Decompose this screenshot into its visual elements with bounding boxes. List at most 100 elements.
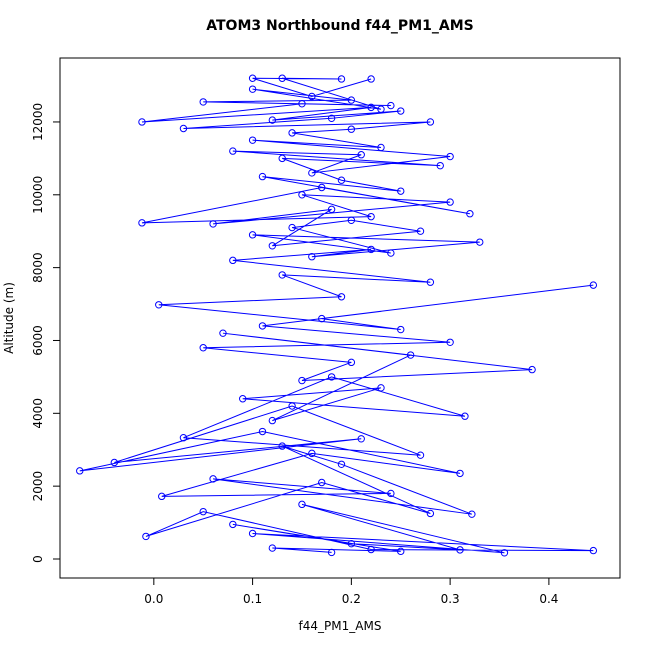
- data-point: [258, 172, 267, 181]
- data-point: [308, 169, 316, 177]
- data-point: [268, 116, 277, 124]
- data-point: [589, 546, 598, 555]
- data-point: [229, 256, 237, 265]
- y-tick-label: 8000: [31, 252, 45, 283]
- y-tick-label: 0: [31, 555, 45, 563]
- data-point: [308, 449, 316, 458]
- y-tick-label: 10000: [31, 176, 45, 214]
- data-point: [426, 278, 435, 286]
- data-point: [406, 351, 415, 359]
- data-point: [387, 249, 395, 257]
- data-point: [446, 152, 454, 161]
- data-point: [367, 103, 375, 112]
- data-point: [298, 500, 306, 509]
- x-tick-label: 0.2: [342, 592, 361, 606]
- data-point: [308, 92, 316, 101]
- data-point: [500, 549, 509, 557]
- data-point: [199, 344, 207, 352]
- data-point: [327, 205, 336, 214]
- data-point: [268, 242, 277, 250]
- data-point: [367, 245, 375, 254]
- data-point: [288, 402, 296, 410]
- data-point: [199, 98, 207, 106]
- data-point: [219, 329, 227, 337]
- data-point: [337, 460, 346, 468]
- data-point: [308, 253, 316, 261]
- data-point: [278, 271, 286, 279]
- x-axis-label: f44_PM1_AMS: [299, 619, 382, 633]
- data-line: [79, 77, 594, 554]
- data-point: [248, 529, 257, 538]
- data-point: [327, 548, 336, 557]
- data-point: [337, 293, 346, 301]
- data-point: [288, 129, 296, 137]
- data-point: [367, 75, 375, 83]
- data-point: [76, 467, 84, 475]
- y-tick-label: 6000: [31, 325, 45, 356]
- y-tick-label: 2000: [31, 471, 45, 502]
- data-point: [357, 151, 365, 159]
- data-point: [446, 198, 454, 206]
- data-point: [416, 451, 425, 459]
- data-point: [209, 475, 217, 483]
- data-point: [298, 376, 306, 385]
- y-tick-label: 12000: [31, 103, 45, 141]
- y-tick-label: 4000: [31, 398, 45, 429]
- data-point: [318, 314, 326, 323]
- data-point: [258, 427, 267, 436]
- data-point: [397, 547, 405, 556]
- data-point: [199, 507, 207, 516]
- data-point: [278, 154, 286, 163]
- data-point: [229, 147, 237, 155]
- data-point: [397, 107, 405, 115]
- data-point: [239, 395, 247, 403]
- data-point: [248, 136, 257, 144]
- data-point: [268, 544, 277, 552]
- data-point: [158, 492, 166, 501]
- data-point: [288, 223, 296, 232]
- data-point: [142, 532, 150, 541]
- data-point: [278, 442, 286, 450]
- data-point: [248, 231, 257, 239]
- data-point: [347, 216, 356, 224]
- data-point: [327, 373, 336, 381]
- data-point: [318, 478, 326, 487]
- data-point: [337, 75, 346, 83]
- data-point: [456, 546, 464, 554]
- data-point: [138, 219, 146, 227]
- data-point: [298, 100, 306, 108]
- data-point: [347, 96, 356, 104]
- data-point: [278, 74, 286, 82]
- data-point: [416, 227, 425, 235]
- data-point: [347, 539, 356, 548]
- data-point: [179, 434, 188, 442]
- data-point: [466, 210, 474, 218]
- data-point: [268, 416, 277, 425]
- data-point: [456, 469, 464, 478]
- data-point: [258, 322, 267, 330]
- y-axis-label: Altitude (m): [2, 282, 16, 354]
- data-point: [397, 325, 405, 334]
- data-point: [367, 545, 375, 554]
- data-point: [347, 358, 356, 367]
- data-point: [337, 176, 346, 184]
- data-point: [347, 125, 356, 133]
- data-point: [357, 435, 365, 443]
- data-point: [397, 187, 405, 195]
- data-point: [476, 238, 484, 246]
- data-point: [436, 161, 444, 170]
- data-point: [248, 85, 257, 93]
- x-tick-label: 0.3: [441, 592, 460, 606]
- data-point: [426, 509, 435, 518]
- chart-title: ATOM3 Northbound f44_PM1_AMS: [206, 18, 473, 34]
- data-point: [248, 74, 257, 82]
- data-point: [461, 412, 469, 420]
- data-point: [155, 301, 163, 309]
- data-point: [468, 510, 476, 518]
- x-tick-label: 0.1: [243, 592, 262, 606]
- data-point: [426, 118, 435, 126]
- data-point: [377, 105, 385, 113]
